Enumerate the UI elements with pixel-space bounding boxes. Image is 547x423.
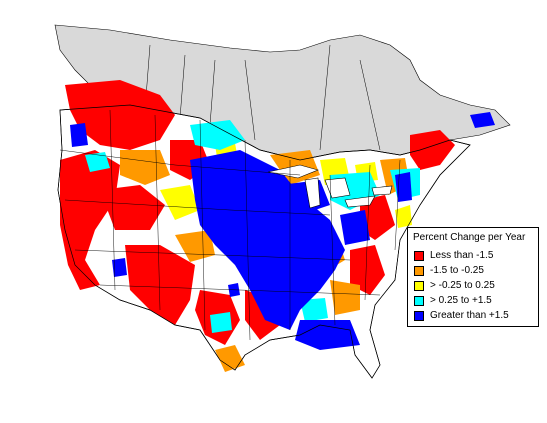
legend-label: > -0.25 to 0.25 <box>430 280 495 291</box>
legend-swatch <box>414 311 424 321</box>
legend-label: > 0.25 to +1.5 <box>430 295 492 306</box>
state-lines <box>59 109 401 341</box>
legend-swatch <box>414 296 424 306</box>
legend-title: Percent Change per Year <box>413 232 526 243</box>
us-coastline <box>57 104 471 379</box>
legend-label: Less than -1.5 <box>430 250 494 261</box>
legend-swatch <box>414 266 424 276</box>
data-patches <box>60 80 495 372</box>
legend-swatch <box>414 251 424 261</box>
legend: Percent Change per Year Less than -1.5 -… <box>407 227 539 327</box>
legend-label: Greater than +1.5 <box>430 310 509 321</box>
legend-swatch <box>414 281 424 291</box>
great-lakes <box>267 164 393 209</box>
legend-label: -1.5 to -0.25 <box>430 265 484 276</box>
